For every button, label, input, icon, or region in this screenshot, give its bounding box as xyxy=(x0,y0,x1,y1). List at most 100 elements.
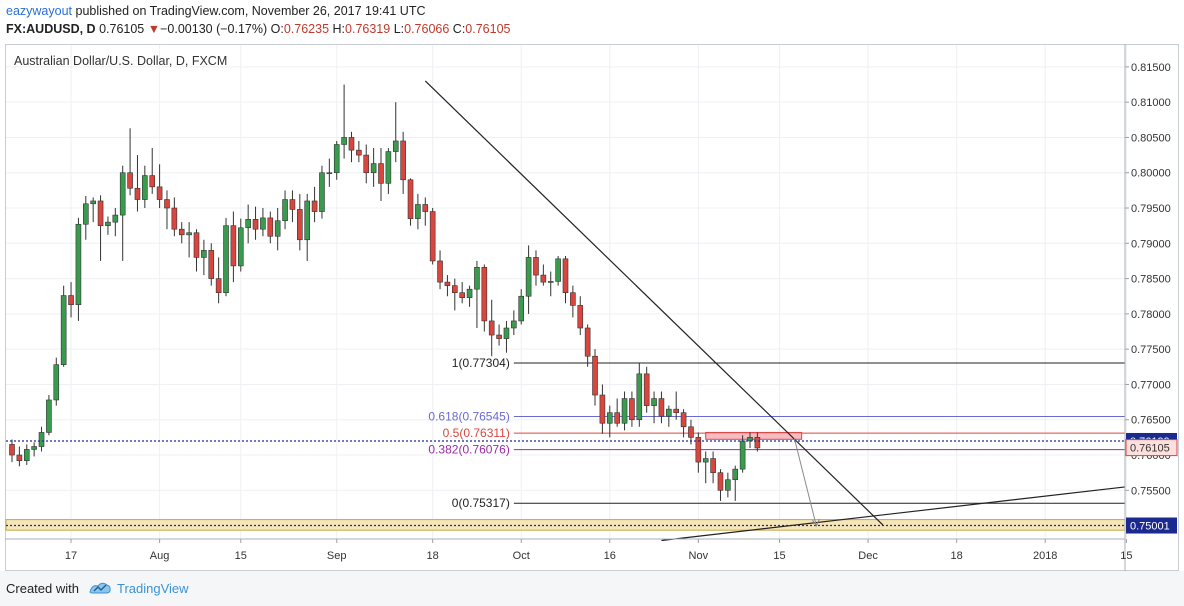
candle-body xyxy=(636,373,643,421)
candle-body xyxy=(570,292,576,306)
candle-body xyxy=(429,211,436,262)
candle-body xyxy=(90,200,96,205)
candle-body xyxy=(444,281,451,286)
candle-body xyxy=(415,204,421,219)
candle-body xyxy=(311,200,318,212)
candle-body xyxy=(267,217,274,237)
candle-body xyxy=(422,204,429,212)
candlestick-chart[interactable]: 1(0.77304) 0.618(0.76545) 0.5(0.76311) 0.38… xyxy=(5,44,1179,571)
candle-body xyxy=(31,446,37,450)
price-axis: 0.81500 0.81000 0.80500 0.80000 0.79500 0.790… xyxy=(1124,44,1178,571)
candle-body xyxy=(732,468,739,481)
candle-body xyxy=(304,200,311,241)
tradingview-link[interactable]: TradingView xyxy=(117,581,189,596)
price-label-box xyxy=(1125,439,1178,457)
candle-body xyxy=(142,175,148,200)
candle-body xyxy=(437,260,443,283)
chart-header: eazywayout published on TradingView.com,… xyxy=(0,0,1184,44)
y-tick-label: 0.77000 xyxy=(1131,379,1171,391)
candle-body xyxy=(75,223,82,306)
candle-body xyxy=(614,412,620,424)
chart-zones: 1(0.77304) 0.618(0.76545) 0.5(0.76311) 0.38… xyxy=(5,356,1126,531)
candle-body xyxy=(385,151,392,184)
y-tick-label: 0.80500 xyxy=(1131,132,1171,144)
price-label-box xyxy=(1126,517,1177,534)
y-tick-label: 0.76500 xyxy=(1131,415,1171,427)
chart-overlays xyxy=(6,80,1126,542)
candle-body xyxy=(599,394,606,424)
candle-body xyxy=(702,458,709,463)
candle-body xyxy=(370,163,377,174)
candle-body xyxy=(23,449,30,461)
candle-body xyxy=(392,140,399,152)
candle-body xyxy=(38,432,45,447)
low-value: 0.76066 xyxy=(404,22,450,36)
candle-body xyxy=(341,137,347,145)
down-arrow-icon: ▼ xyxy=(147,22,161,36)
candle-body xyxy=(584,327,591,357)
candle-body xyxy=(451,285,458,294)
candle-body xyxy=(400,140,406,181)
price-change: −0.00130 (−0.17%) xyxy=(160,22,268,36)
candle-body xyxy=(201,250,207,258)
created-with-text: Created with xyxy=(6,581,79,596)
x-tick-label: 2018 xyxy=(1033,550,1057,562)
y-tick-label: 0.81000 xyxy=(1131,97,1171,109)
candle-body xyxy=(16,454,23,461)
candle-body xyxy=(695,437,702,463)
x-tick-label: Sep xyxy=(327,550,347,562)
candle-body xyxy=(46,399,52,433)
publish-line: eazywayout published on TradingView.com,… xyxy=(6,4,425,18)
x-tick-label: Nov xyxy=(689,550,709,562)
arrow-head-icon xyxy=(812,518,820,528)
candle-body xyxy=(577,305,584,329)
candle-body xyxy=(60,295,67,365)
y-tick-label: 0.81500 xyxy=(1131,62,1171,74)
candle-body xyxy=(363,154,370,174)
candle-body xyxy=(562,258,569,294)
y-tick-label: 0.78500 xyxy=(1131,274,1171,286)
y-tick-label: 0.79000 xyxy=(1131,238,1171,250)
fib-level-label: 0.618(0.76545) xyxy=(428,410,509,424)
candle-body xyxy=(105,221,111,226)
chart-frame xyxy=(5,44,1179,571)
candle-body xyxy=(592,355,598,396)
candle-body xyxy=(319,172,325,212)
last-price: 0.76105 xyxy=(99,22,145,36)
x-tick-label: Oct xyxy=(513,550,530,562)
candle-body xyxy=(488,320,495,336)
candle-body xyxy=(717,472,724,491)
symbol-label: FX:AUDUSD, D xyxy=(6,22,96,36)
candle-body xyxy=(378,163,384,184)
candle-body xyxy=(230,225,237,267)
candle-body xyxy=(186,232,192,236)
x-tick-label: 15 xyxy=(235,550,247,562)
price-label: 0.75001 xyxy=(1130,521,1170,533)
high-label: H: xyxy=(332,22,346,36)
fib-level-label: 0(0.75317) xyxy=(452,496,510,510)
candle-series xyxy=(9,84,761,501)
x-tick-label: 17 xyxy=(65,550,77,562)
candle-body xyxy=(68,295,74,306)
author-link[interactable]: eazywayout xyxy=(6,4,73,18)
x-tick-label: Aug xyxy=(150,550,170,562)
y-tick-label: 0.75500 xyxy=(1131,485,1171,497)
candle-body xyxy=(547,281,554,283)
candle-body xyxy=(53,364,60,401)
candle-body xyxy=(555,258,561,282)
candle-body xyxy=(237,227,244,267)
footer: Created with TradingView xyxy=(0,571,1184,606)
candle-body xyxy=(208,250,215,279)
candle-body xyxy=(621,398,628,424)
candle-body xyxy=(178,228,185,236)
candle-body xyxy=(525,257,532,297)
tradingview-logo-icon[interactable] xyxy=(88,580,112,596)
open-value: 0.76235 xyxy=(283,22,330,36)
candle-body xyxy=(119,172,126,216)
candle-body xyxy=(688,426,694,438)
ascending-trendline xyxy=(661,486,1126,542)
close-label: C: xyxy=(452,22,466,36)
candle-body xyxy=(407,179,414,219)
candle-body xyxy=(651,398,657,406)
candle-body xyxy=(260,217,266,230)
